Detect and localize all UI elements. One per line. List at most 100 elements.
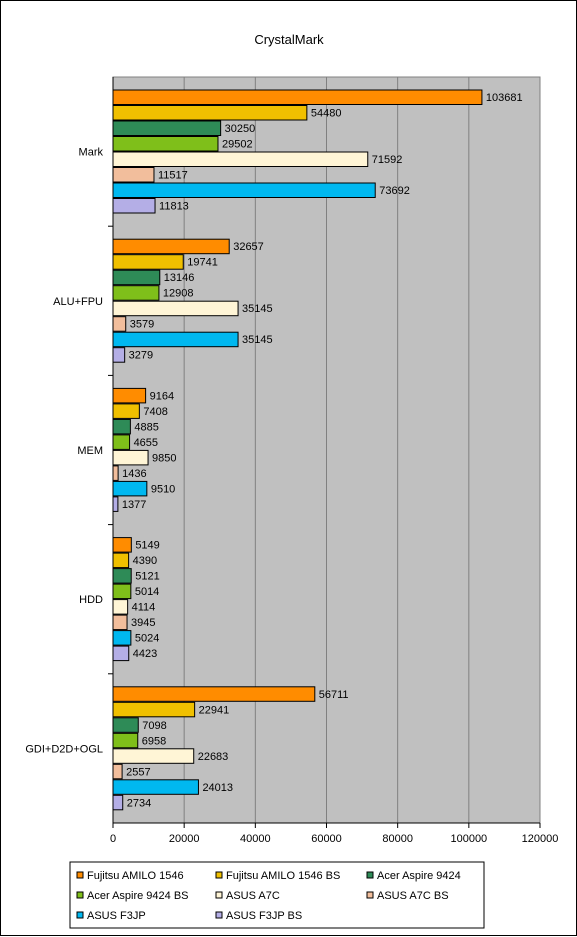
category-label: HDD	[79, 594, 103, 606]
data-label: 32657	[233, 241, 264, 253]
data-label: 11517	[158, 170, 188, 182]
data-label: 73692	[379, 185, 410, 197]
legend-swatch	[76, 871, 84, 879]
data-label: 29502	[222, 139, 253, 151]
bar	[112, 717, 139, 733]
bar	[112, 151, 369, 167]
data-label: 35145	[242, 334, 273, 346]
data-label: 7408	[143, 406, 167, 418]
x-tick-label: 40000	[240, 833, 271, 845]
legend-label: Fujitsu AMILO 1546	[87, 870, 184, 882]
bar	[112, 238, 230, 255]
data-label: 4114	[132, 602, 156, 614]
x-tick-label: 60000	[311, 833, 342, 845]
bar	[112, 347, 126, 363]
data-label: 22683	[198, 751, 229, 763]
bar	[112, 285, 160, 301]
bar	[112, 552, 130, 569]
data-label: 24013	[202, 782, 233, 794]
bar	[112, 316, 127, 332]
bar	[112, 732, 139, 749]
bar	[112, 254, 184, 270]
legend-swatch	[76, 891, 84, 899]
bar	[112, 300, 239, 317]
x-tick-label: 20000	[169, 833, 200, 845]
bar	[112, 568, 132, 584]
axes: Mark ALU+FPU MEM HDD GDI+D2D+OGL 0 20000 40000 6…	[25, 77, 558, 845]
x-tick-label: 120000	[522, 833, 559, 845]
data-label: 2557	[126, 766, 150, 778]
data-label: 6958	[142, 735, 166, 747]
data-label: 103681	[486, 92, 523, 104]
bar	[112, 269, 161, 286]
data-label: 5014	[135, 586, 159, 598]
data-label: 4655	[134, 437, 158, 449]
bar	[112, 331, 239, 348]
legend-swatch	[215, 911, 223, 919]
data-label: 35145	[242, 303, 273, 315]
bar	[112, 794, 124, 811]
legend-label: ASUS A7C	[226, 890, 280, 902]
data-label: 5121	[135, 571, 159, 583]
data-label: 30250	[225, 123, 256, 135]
bar	[112, 387, 147, 404]
bar	[112, 496, 119, 512]
data-label: 19741	[187, 257, 218, 269]
legend-label: ASUS F3JP BS	[226, 910, 302, 922]
bar	[112, 630, 132, 646]
data-label: 13146	[164, 272, 195, 284]
bar	[112, 105, 308, 121]
legend-label: Acer Aspire 9424 BS	[87, 890, 189, 902]
x-tick-label: 100000	[450, 833, 487, 845]
legend-label: Acer Aspire 9424	[377, 870, 461, 882]
data-label: 9510	[151, 483, 175, 495]
x-tick-label: 0	[110, 833, 116, 845]
bar	[112, 583, 132, 600]
legend-label: ASUS A7C BS	[377, 890, 449, 902]
data-label: 22941	[199, 704, 230, 716]
data-label: 9164	[150, 390, 174, 402]
data-label: 4885	[134, 421, 158, 433]
bar	[112, 182, 376, 198]
data-label: 3945	[131, 617, 155, 629]
bar	[112, 645, 130, 662]
data-label: 2734	[127, 797, 151, 809]
data-label: 4423	[133, 648, 157, 660]
legend-label: ASUS F3JP	[87, 910, 146, 922]
legend-label: Fujitsu AMILO 1546 BS	[226, 870, 340, 882]
bar	[112, 748, 195, 764]
bar	[112, 614, 128, 631]
data-label: 9850	[152, 452, 176, 464]
legend-swatch	[366, 871, 374, 879]
bar	[112, 120, 222, 136]
bar	[112, 763, 123, 780]
legend-swatch	[366, 891, 374, 899]
bar	[112, 537, 132, 553]
chart-title: CrystalMark	[254, 32, 324, 47]
bar	[112, 480, 148, 497]
data-label: 56711	[319, 689, 349, 701]
category-label: Mark	[79, 147, 104, 159]
data-label: 71592	[372, 154, 403, 166]
bar	[112, 136, 219, 152]
bar	[112, 403, 140, 419]
bar	[112, 418, 131, 435]
bar	[112, 779, 199, 795]
legend-box	[69, 861, 485, 929]
data-label: 54480	[311, 108, 342, 120]
category-label: MEM	[77, 445, 103, 457]
legend-swatch	[215, 891, 223, 899]
legend-swatch	[215, 871, 223, 879]
bar	[112, 449, 149, 466]
bar	[112, 686, 316, 702]
legend-swatch	[76, 911, 84, 919]
bar	[112, 89, 483, 105]
category-label: ALU+FPU	[53, 296, 103, 308]
bar	[112, 701, 196, 718]
data-label: 3279	[129, 350, 153, 362]
data-label: 4390	[133, 555, 157, 567]
bar	[112, 434, 131, 450]
data-label: 1436	[122, 468, 146, 480]
